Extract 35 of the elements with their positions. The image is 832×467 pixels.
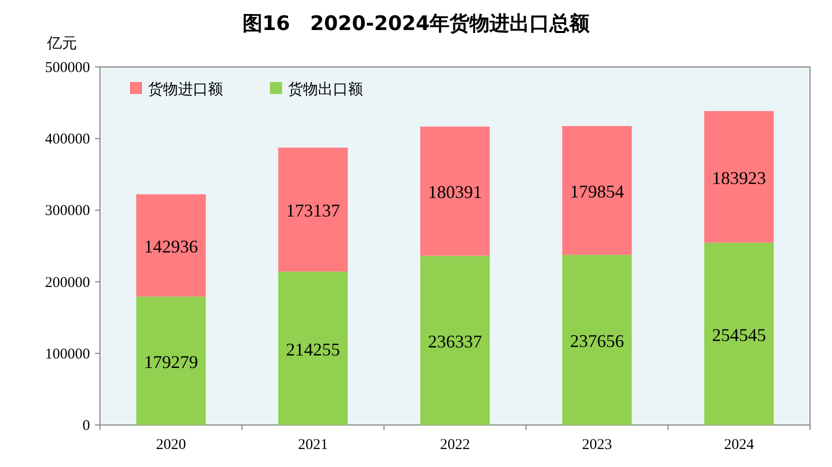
data-label: 214255 — [286, 339, 340, 360]
bar — [420, 256, 490, 425]
y-tick-label: 0 — [82, 418, 90, 434]
data-label: 254545 — [712, 324, 766, 345]
data-label: 237656 — [570, 330, 624, 351]
legend-label: 货物出口额 — [288, 80, 363, 98]
legend-label: 货物进口额 — [148, 80, 223, 98]
y-tick-label: 500000 — [45, 60, 90, 76]
data-label: 173137 — [286, 200, 340, 221]
bar — [136, 296, 206, 425]
bar — [562, 254, 632, 425]
bar — [562, 126, 632, 255]
x-tick-label: 2022 — [440, 437, 470, 453]
data-label: 179854 — [570, 181, 624, 202]
bar — [704, 111, 774, 243]
y-tick-label: 100000 — [45, 346, 90, 362]
y-tick-label: 300000 — [45, 203, 90, 220]
y-axis-title: 亿元 — [46, 34, 77, 52]
bar — [278, 148, 348, 272]
x-tick-label: 2020 — [156, 437, 186, 453]
bar — [136, 194, 206, 297]
bar — [704, 242, 774, 425]
data-label: 236337 — [428, 331, 482, 352]
data-label: 183923 — [712, 168, 766, 188]
chart-title: 图16 2020-2024年货物进出口总额 — [242, 11, 591, 35]
y-tick-label: 200000 — [45, 274, 90, 291]
data-label: 180391 — [428, 182, 482, 202]
y-tick-label: 400000 — [45, 132, 90, 148]
data-label: 179279 — [144, 352, 198, 372]
data-label: 142936 — [144, 236, 198, 256]
bar — [420, 126, 490, 256]
x-tick-label: 2023 — [582, 437, 612, 453]
bar — [278, 272, 348, 425]
x-tick-label: 2024 — [724, 437, 754, 453]
x-tick-label: 2021 — [298, 437, 328, 453]
